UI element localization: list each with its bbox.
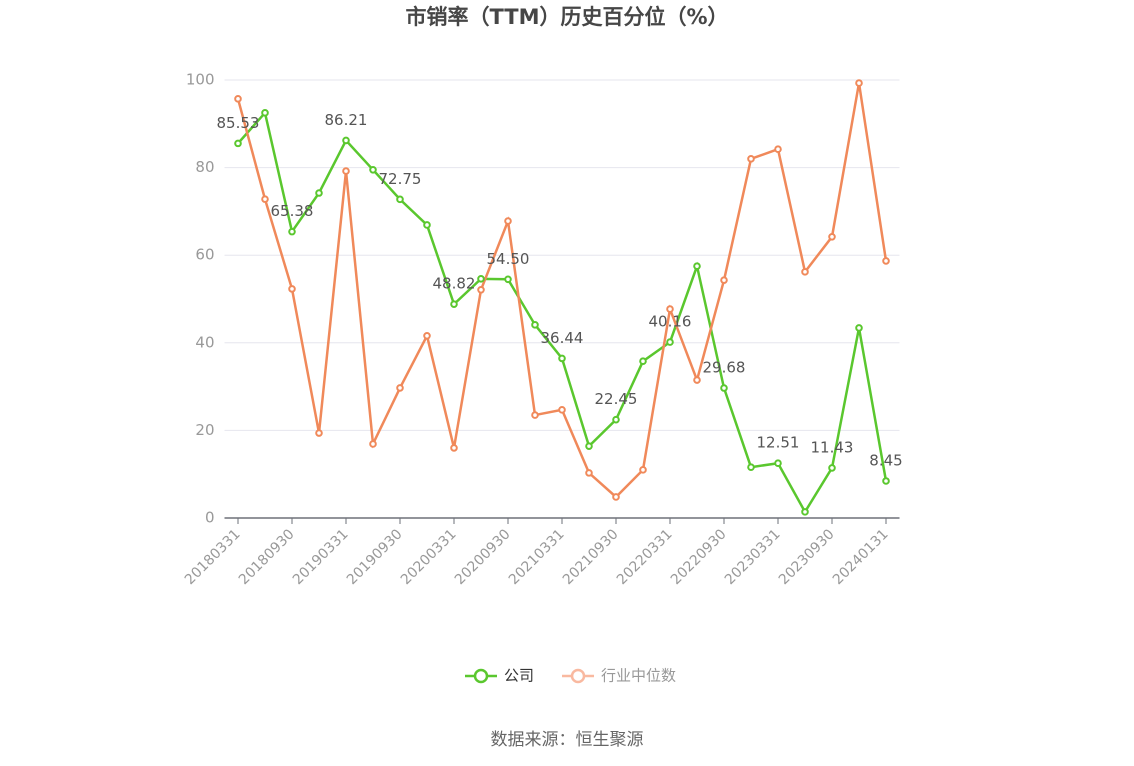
data-point: [450, 300, 458, 308]
source-note: 数据来源：恒生聚源: [491, 730, 644, 750]
data-point: [693, 262, 701, 270]
data-label: 48.82: [433, 275, 476, 293]
data-point: [342, 136, 350, 145]
x-tick-label: 20210331: [506, 526, 568, 588]
data-label: 36.44: [541, 329, 584, 347]
data-label: 54.50: [487, 250, 530, 268]
data-point: [261, 109, 269, 117]
y-tick-label: 0: [205, 509, 215, 527]
data-point: [828, 464, 836, 472]
x-tick-label: 20220930: [668, 526, 730, 588]
data-point: [693, 376, 701, 384]
x-tick-label: 20190331: [290, 526, 352, 588]
data-point: [747, 463, 755, 471]
data-point: [585, 442, 593, 450]
x-tick-label: 20200930: [452, 526, 514, 588]
x-tick-label: 20230930: [776, 526, 838, 588]
legend-item[interactable]: 行业中位数: [562, 667, 676, 685]
data-label: 12.51: [757, 434, 800, 452]
y-tick-label: 40: [195, 333, 214, 351]
x-tick-label: 20190930: [344, 526, 406, 588]
data-label: 86.21: [325, 111, 368, 129]
legend-marker: [473, 668, 489, 684]
data-label: 22.45: [595, 390, 638, 408]
data-point: [882, 477, 890, 485]
data-label: 85.53: [217, 114, 260, 132]
data-point: [585, 469, 593, 477]
data-point: [531, 411, 539, 419]
x-tick-label: 20210930: [560, 526, 622, 588]
data-point: [666, 305, 674, 313]
data-point: [504, 217, 512, 225]
chart-title: 市销率（TTM）历史百分位（%）: [405, 5, 728, 29]
y-tick-label: 100: [186, 71, 215, 89]
data-point: [315, 189, 323, 197]
data-point: [720, 276, 728, 284]
data-label: 65.38: [271, 202, 314, 220]
data-point: [234, 95, 242, 103]
y-tick-label: 60: [195, 246, 214, 264]
data-point: [747, 155, 755, 163]
data-point: [774, 459, 782, 468]
data-point: [396, 384, 404, 392]
data-label: 40.16: [649, 313, 692, 331]
data-point: [558, 354, 566, 363]
data-point: [531, 321, 539, 329]
data-label: 11.43: [811, 438, 854, 456]
data-point: [504, 275, 512, 284]
x-tick-label: 20240131: [830, 526, 892, 588]
legend-item[interactable]: 公司: [465, 667, 534, 685]
data-point: [450, 444, 458, 452]
series-line: [237, 110, 888, 515]
data-point: [477, 286, 485, 294]
data-label: 29.68: [703, 359, 746, 377]
x-tick-label: 20200331: [398, 526, 460, 588]
data-point: [828, 233, 836, 241]
data-point: [882, 257, 890, 265]
data-point: [801, 508, 809, 516]
data-point: [639, 466, 647, 474]
legend-label: 行业中位数: [601, 667, 676, 685]
data-point: [315, 429, 323, 437]
data-point: [666, 338, 674, 346]
data-point: [234, 139, 242, 148]
y-tick-label: 80: [195, 158, 214, 176]
data-point: [477, 275, 485, 283]
x-tick-label: 20230331: [722, 526, 784, 588]
data-label: 72.75: [379, 170, 422, 188]
data-point: [855, 79, 863, 87]
data-point: [342, 167, 350, 175]
y-tick-label: 20: [195, 421, 214, 439]
data-point: [288, 285, 296, 293]
data-point: [396, 195, 404, 204]
data-point: [720, 384, 728, 392]
data-point: [801, 268, 809, 276]
data-point: [639, 357, 647, 365]
data-point: [423, 331, 431, 340]
legend-marker: [570, 668, 586, 684]
legend-label: 公司: [504, 667, 534, 685]
data-point: [558, 406, 566, 414]
x-tick-label: 20220331: [614, 526, 676, 588]
x-tick-label: 20180331: [182, 526, 244, 588]
data-point: [369, 165, 377, 174]
data-point: [774, 145, 782, 154]
data-point: [369, 440, 377, 448]
x-tick-label: 20180930: [236, 526, 298, 588]
data-point: [612, 493, 620, 501]
data-label: 8.45: [869, 451, 902, 469]
data-point: [288, 227, 296, 236]
data-point: [423, 221, 431, 229]
data-point: [261, 195, 269, 203]
data-point: [612, 415, 620, 424]
data-point: [855, 324, 863, 332]
